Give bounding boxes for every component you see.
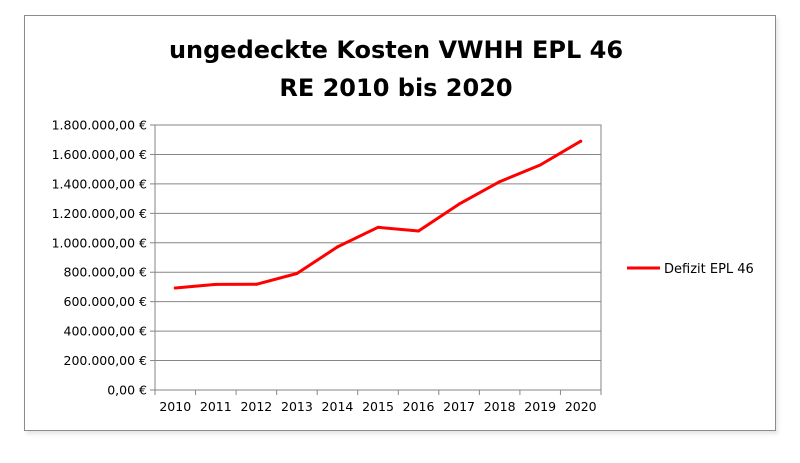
chart-frame xyxy=(24,15,776,431)
data-point xyxy=(538,163,542,167)
chart-title-line-1: ungedeckte Kosten VWHH EPL 46 xyxy=(169,36,623,64)
data-point xyxy=(173,286,177,290)
y-axis-tick-labels: 0,00 € 200.000,00 € 400.000,00 € 600.000,00… xyxy=(52,118,147,398)
data-point xyxy=(295,272,299,276)
y-tick-label: 1.800.000,00 € xyxy=(52,118,147,133)
data-point xyxy=(214,282,218,286)
x-tick-label: 2011 xyxy=(200,399,232,414)
y-tick-label: 1.000.000,00 € xyxy=(52,235,147,250)
x-axis-tick-marks xyxy=(154,390,602,395)
x-axis-tick-labels: 2010 2011 2012 2013 2014 2015 2016 2017 2018 2019… xyxy=(159,399,596,414)
y-tick-label: 400.000,00 € xyxy=(64,324,148,339)
x-tick-label: 2019 xyxy=(524,399,556,414)
y-tick-label: 600.000,00 € xyxy=(64,294,148,309)
x-tick-label: 2018 xyxy=(484,399,516,414)
x-tick-label: 2013 xyxy=(281,399,313,414)
series-layer xyxy=(173,139,583,290)
x-tick-label: 2012 xyxy=(240,399,272,414)
data-point xyxy=(376,225,380,229)
data-point xyxy=(579,139,583,143)
y-tick-label: 200.000,00 € xyxy=(64,353,148,368)
data-point xyxy=(254,282,258,286)
data-point xyxy=(335,245,339,249)
y-tick-label: 1.400.000,00 € xyxy=(52,176,147,191)
y-tick-label: 1.600.000,00 € xyxy=(52,147,147,162)
grid-lines xyxy=(150,124,601,391)
data-point xyxy=(498,180,502,184)
x-tick-label: 2017 xyxy=(443,399,475,414)
x-tick-label: 2010 xyxy=(159,399,191,414)
y-tick-label: 0,00 € xyxy=(107,383,147,398)
plot-area xyxy=(154,124,602,391)
y-tick-label: 800.000,00 € xyxy=(64,265,148,280)
legend-label-defizit-epl-46: Defizit EPL 46 xyxy=(664,262,754,277)
data-point xyxy=(417,229,421,233)
x-tick-label: 2020 xyxy=(565,399,597,414)
x-tick-label: 2016 xyxy=(403,399,435,414)
x-tick-label: 2015 xyxy=(362,399,394,414)
legend: Defizit EPL 46 xyxy=(627,262,754,277)
chart-title-line-2: RE 2010 bis 2020 xyxy=(279,74,512,102)
series-line-defizit-epl-46 xyxy=(173,139,583,290)
y-tick-label: 1.200.000,00 € xyxy=(52,206,147,221)
data-point xyxy=(457,202,461,206)
x-tick-label: 2014 xyxy=(322,399,354,414)
